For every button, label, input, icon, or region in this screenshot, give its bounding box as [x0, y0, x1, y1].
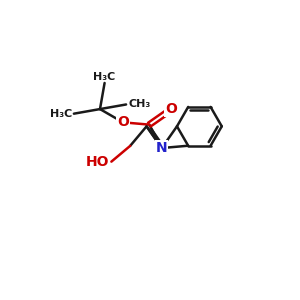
Text: H₃C: H₃C	[50, 109, 72, 119]
Text: O: O	[117, 115, 129, 129]
Text: CH₃: CH₃	[128, 100, 150, 110]
Text: HO: HO	[86, 154, 110, 169]
Text: N: N	[156, 141, 168, 155]
Text: H₃C: H₃C	[94, 72, 116, 82]
Text: O: O	[165, 102, 177, 116]
